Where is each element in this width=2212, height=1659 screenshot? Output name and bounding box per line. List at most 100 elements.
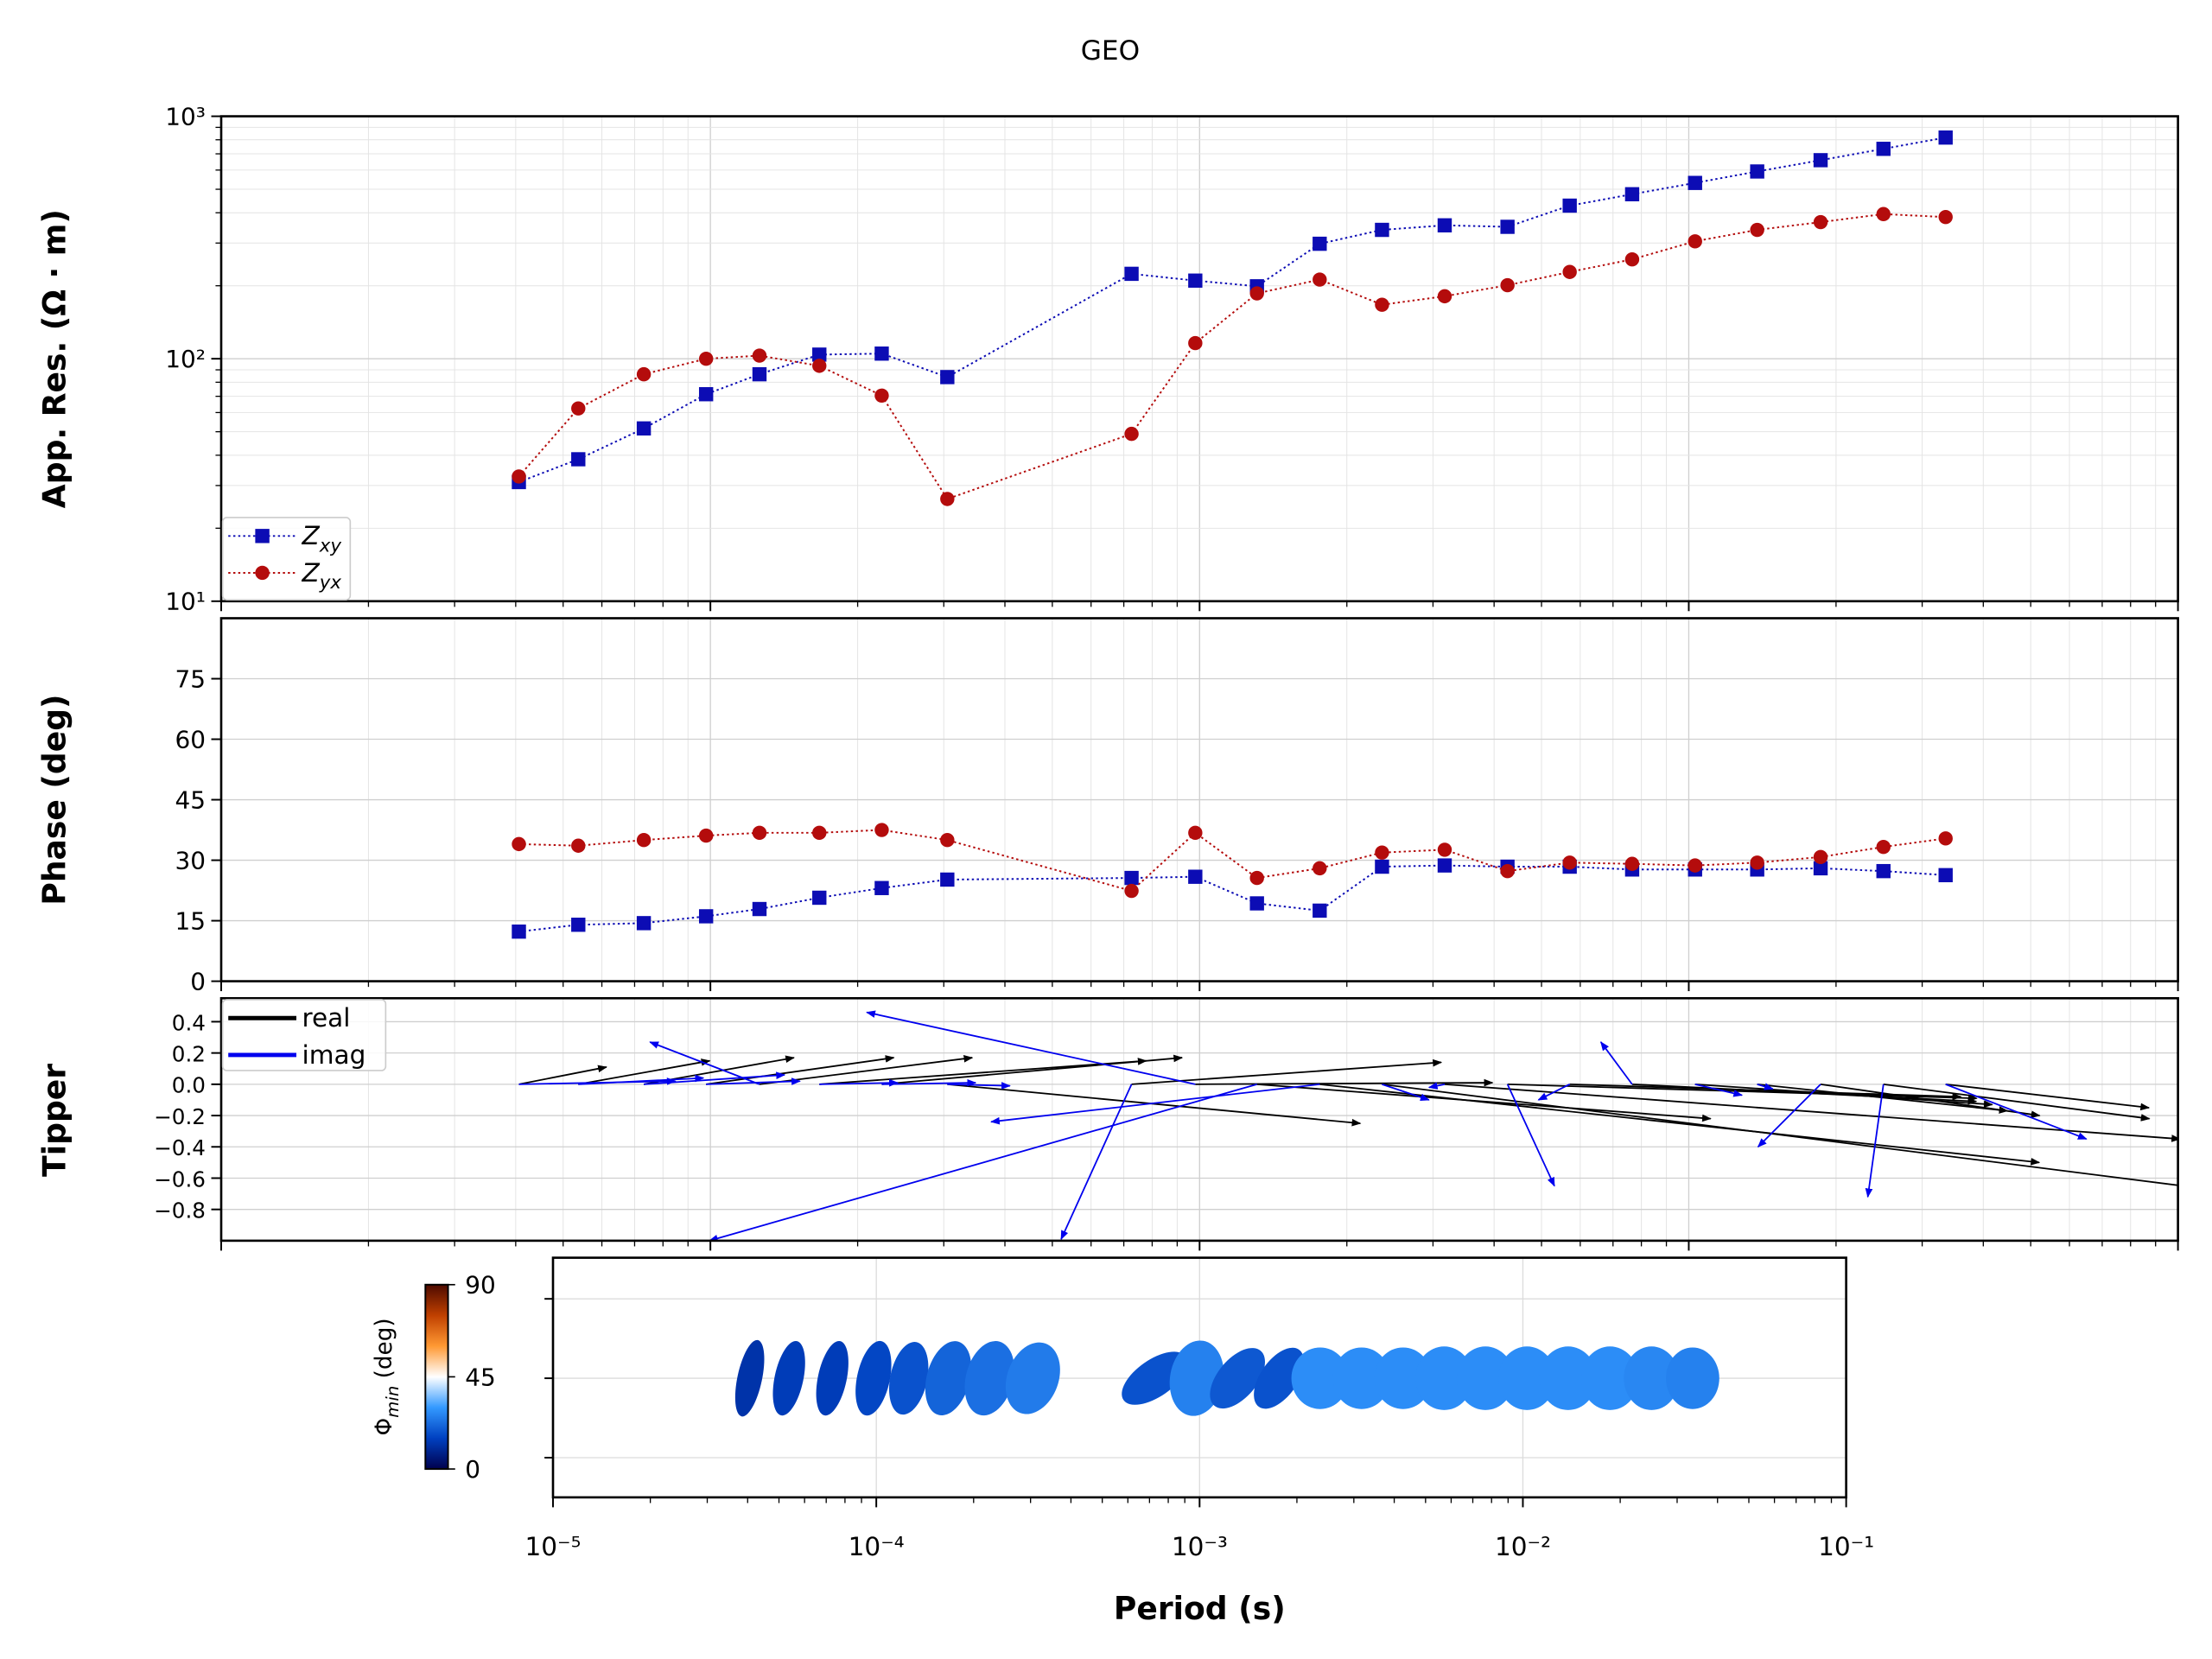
y-tick-label: 30 xyxy=(175,846,205,874)
marker xyxy=(812,359,827,373)
phase-tensor-ellipse xyxy=(1415,1346,1473,1410)
tipper-arrow xyxy=(1883,1083,2151,1122)
y-axis-label: Phase (deg) xyxy=(35,694,73,905)
phase-tensor-ellipse xyxy=(1254,1347,1305,1409)
marker xyxy=(812,890,827,906)
tipper-arrow xyxy=(1820,1083,2041,1118)
y-tick-label: 15 xyxy=(175,906,205,935)
marker xyxy=(874,388,889,403)
marker xyxy=(812,825,827,841)
marker xyxy=(752,348,767,363)
series-line xyxy=(518,829,1946,893)
marker xyxy=(512,924,526,939)
marker xyxy=(1938,130,1953,145)
marker xyxy=(1437,289,1452,304)
marker xyxy=(1813,849,1828,865)
phase-tensor-ellipse xyxy=(1374,1347,1433,1409)
marker xyxy=(698,387,714,402)
legend-label: imag xyxy=(302,1040,366,1070)
phase-tensor-ellipse xyxy=(772,1340,805,1416)
x-axis-label: Period (s) xyxy=(1114,1590,1286,1627)
marker xyxy=(571,838,586,853)
tipper-arrow xyxy=(819,1078,899,1087)
axes-frame xyxy=(219,996,2179,1243)
tipper-arrow xyxy=(1060,1084,1133,1241)
colorbar-label-part: (deg) xyxy=(372,1318,397,1385)
phase-tensor-ellipse xyxy=(1210,1348,1266,1409)
tipper-arrow xyxy=(947,1082,1011,1090)
marker xyxy=(1750,222,1764,238)
y-tick-label: −0.4 xyxy=(154,1135,206,1160)
marker xyxy=(1124,870,1139,886)
y-tick-label: 0.0 xyxy=(172,1073,206,1098)
marker xyxy=(1688,234,1702,249)
marker xyxy=(1124,426,1139,442)
marker xyxy=(1876,839,1891,855)
marker xyxy=(1124,266,1139,282)
tipper-arrow xyxy=(1382,1083,2178,1186)
marker xyxy=(571,918,586,932)
series-line xyxy=(518,864,1946,933)
marker xyxy=(1500,219,1515,234)
marker xyxy=(752,825,767,841)
marker xyxy=(1124,883,1139,899)
marker xyxy=(1437,858,1452,873)
colorbar-label: Φmin (deg) xyxy=(372,1318,403,1435)
series-group xyxy=(512,823,1953,939)
tipper-arrow xyxy=(1382,1083,1430,1101)
marker xyxy=(1249,870,1264,886)
tipper-arrow xyxy=(1195,1078,1494,1087)
x-tick-label: 10⁻⁴ xyxy=(849,1532,905,1561)
marker xyxy=(1562,198,1577,213)
tipper-arrow xyxy=(1757,1084,1821,1148)
marker xyxy=(1375,297,1389,312)
series-line xyxy=(518,137,1946,483)
marker xyxy=(1688,175,1702,190)
marker xyxy=(1938,868,1953,883)
marker xyxy=(752,366,767,382)
marker xyxy=(636,366,652,382)
marker xyxy=(571,452,586,467)
legend-marker xyxy=(255,565,270,581)
phase-tensor-ellipse xyxy=(964,1341,1014,1416)
marker xyxy=(636,916,652,931)
tipper-arrow xyxy=(1945,1084,2088,1141)
colorbar-label-part: min xyxy=(383,1386,403,1418)
marker xyxy=(1624,856,1640,871)
tipper-arrow xyxy=(644,1071,786,1085)
legend-marker xyxy=(255,529,270,543)
phase-tensor-ellipse xyxy=(1456,1346,1515,1410)
tipper-arrow xyxy=(578,1074,705,1085)
marker xyxy=(1313,903,1327,918)
marker xyxy=(571,401,586,416)
marker xyxy=(1249,286,1264,301)
marker xyxy=(1562,855,1577,870)
tipper-arrow xyxy=(518,1065,607,1085)
marker xyxy=(1313,236,1327,251)
colorbar-tick-label: 0 xyxy=(465,1455,480,1484)
phase-tensor-ellipse xyxy=(925,1341,972,1416)
tipper-arrow xyxy=(1444,1083,2178,1142)
phase-tensor-ellipse xyxy=(1332,1347,1391,1409)
marker xyxy=(1813,153,1828,168)
legend-label: real xyxy=(302,1003,351,1033)
y-tick-label: −0.8 xyxy=(154,1198,206,1224)
marker xyxy=(940,833,955,848)
marker xyxy=(1876,863,1891,879)
tipper-arrow xyxy=(706,1055,895,1085)
tipper-arrow xyxy=(1319,1083,2041,1166)
legend-label: Zyx xyxy=(302,558,342,594)
marker xyxy=(1437,842,1452,857)
y-tick-label: 60 xyxy=(175,725,205,753)
marker xyxy=(1188,869,1203,884)
marker xyxy=(1500,277,1515,293)
y-axis-label: App. Res. (Ω · m) xyxy=(35,209,73,508)
marker xyxy=(940,872,955,887)
marker xyxy=(1188,825,1203,841)
tipper-arrow xyxy=(1131,1058,1443,1085)
tipper-arrow xyxy=(1537,1084,1571,1101)
marker xyxy=(1375,859,1389,874)
tipper-arrow xyxy=(706,1077,801,1085)
tipper-arrow xyxy=(819,1058,1147,1085)
